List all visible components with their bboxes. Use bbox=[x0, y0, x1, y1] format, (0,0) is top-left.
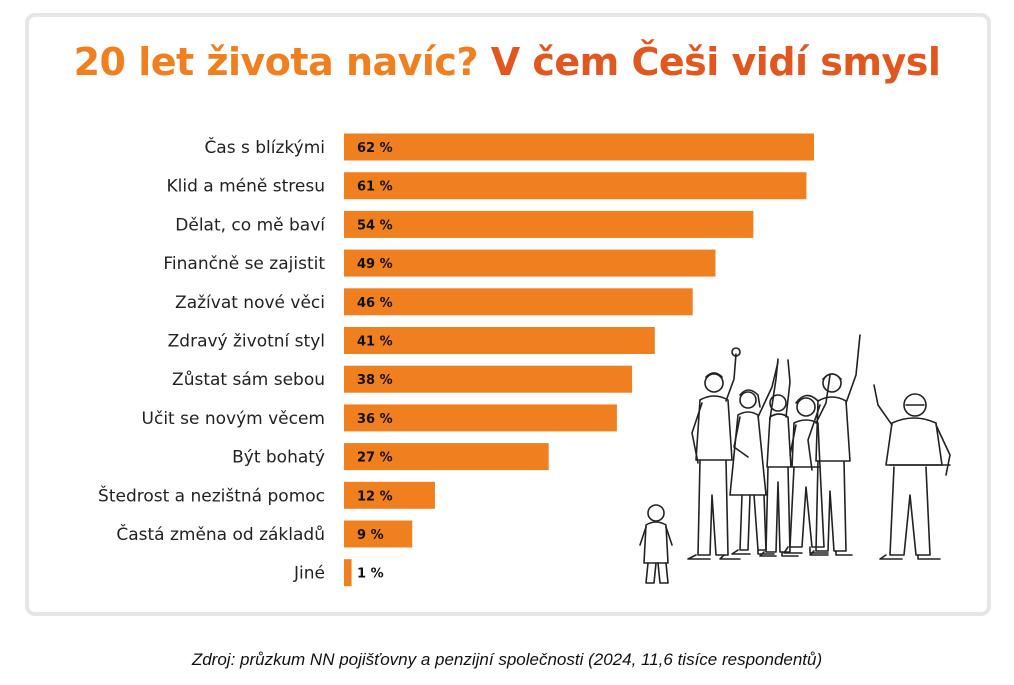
value-label: 61 % bbox=[357, 180, 393, 195]
value-label: 38 % bbox=[357, 373, 393, 388]
category-label: Finančně se zajistit bbox=[163, 254, 325, 274]
category-label: Dělat, co mě baví bbox=[175, 215, 326, 235]
bar bbox=[344, 249, 716, 277]
bar bbox=[344, 520, 413, 548]
value-label: 36 % bbox=[357, 412, 393, 427]
bar bbox=[344, 443, 549, 471]
value-label: 54 % bbox=[357, 218, 393, 233]
value-label: 12 % bbox=[357, 489, 393, 504]
value-label: 9 % bbox=[357, 528, 384, 543]
bar bbox=[344, 365, 633, 393]
value-label: 1 % bbox=[357, 567, 384, 582]
category-label: Zažívat nové věci bbox=[175, 293, 325, 313]
category-label: Čas s blízkými bbox=[204, 136, 325, 158]
bar bbox=[344, 404, 617, 432]
value-label: 41 % bbox=[357, 335, 393, 350]
title-part-1: 20 let života navíc? bbox=[73, 40, 479, 84]
bar bbox=[344, 288, 693, 316]
category-label: Učit se novým věcem bbox=[142, 409, 325, 429]
bar bbox=[344, 327, 655, 354]
category-label: Jiné bbox=[293, 564, 325, 584]
bar bbox=[344, 172, 807, 200]
bar bbox=[344, 133, 814, 161]
value-label: 46 % bbox=[357, 296, 393, 311]
title-part-2: V čem Češi vidí smysl bbox=[490, 40, 941, 84]
category-label: Klid a méně stresu bbox=[167, 177, 326, 197]
chart-title: 20 let života navíc? V čem Češi vidí smy… bbox=[0, 40, 1014, 84]
group-of-people-cheering-illustration bbox=[639, 334, 951, 584]
category-label: Být bohatý bbox=[232, 448, 325, 468]
source-note: Zdroj: průzkum NN pojišťovny a penzijní … bbox=[191, 650, 823, 669]
value-label: 27 % bbox=[357, 451, 393, 466]
category-label: Zdravý životní styl bbox=[168, 332, 325, 352]
value-label: 62 % bbox=[357, 141, 393, 156]
category-label: Častá změna od základů bbox=[116, 523, 325, 545]
bar bbox=[344, 210, 754, 238]
category-label: Zůstat sám sebou bbox=[172, 370, 325, 390]
bar bbox=[344, 481, 435, 509]
category-label: Štedrost a nezištná pomoc bbox=[98, 484, 325, 506]
bar bbox=[344, 559, 352, 587]
value-label: 49 % bbox=[357, 257, 393, 272]
